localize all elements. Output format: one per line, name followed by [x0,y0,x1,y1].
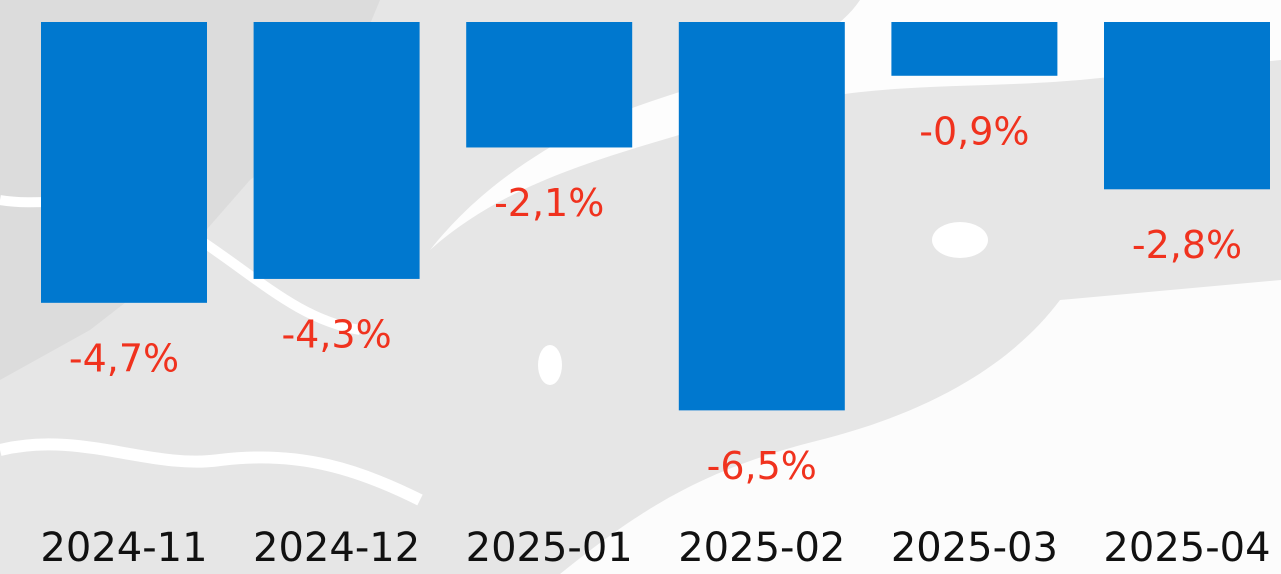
x-tick-label: 2025-01 [466,525,633,571]
map-lake [932,222,988,258]
map-water [560,280,1281,574]
bar [678,22,845,411]
x-tick-label: 2025-02 [678,525,845,571]
bar [253,22,420,279]
data-label: -6,5% [707,444,817,488]
data-label: -4,3% [281,312,391,356]
map-river [0,438,423,506]
x-tick-label: 2025-04 [1103,525,1270,571]
x-tick-label: 2024-11 [40,525,207,571]
map-water [430,0,1281,250]
bar [466,22,633,148]
data-label: -2,1% [494,181,604,225]
bar [1104,22,1270,190]
bar [891,22,1058,76]
data-label: -4,7% [69,336,179,380]
data-label: -2,8% [1132,223,1242,267]
x-tick-label: 2025-03 [891,525,1058,571]
bar [41,22,207,303]
data-label: -0,9% [919,109,1029,153]
x-tick-label: 2024-12 [253,525,420,571]
map-lake [538,345,562,385]
